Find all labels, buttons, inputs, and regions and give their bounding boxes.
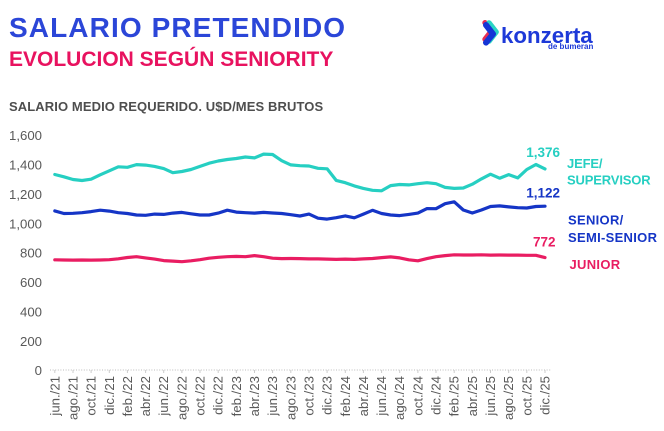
svg-text:oct./25: oct./25 (519, 376, 534, 416)
svg-text:oct./21: oct./21 (84, 376, 99, 416)
svg-text:abr./22: abr./22 (138, 376, 153, 416)
svg-text:ago./21: ago./21 (66, 376, 81, 420)
svg-text:772: 772 (533, 235, 556, 250)
svg-text:SENIOR/: SENIOR/ (568, 213, 624, 228)
svg-text:dic./21: dic./21 (102, 376, 117, 415)
svg-text:ago./24: ago./24 (392, 376, 407, 420)
svg-text:dic./22: dic./22 (211, 376, 226, 415)
svg-text:200: 200 (20, 334, 42, 349)
svg-text:ago./23: ago./23 (283, 376, 298, 420)
svg-text:1,122: 1,122 (526, 186, 560, 201)
svg-text:1,400: 1,400 (9, 158, 42, 173)
svg-text:jun./22: jun./22 (156, 376, 171, 417)
svg-text:oct./24: oct./24 (410, 376, 425, 416)
svg-text:oct./22: oct./22 (193, 376, 208, 416)
svg-text:1,600: 1,600 (9, 128, 42, 143)
svg-text:feb./25: feb./25 (447, 376, 462, 416)
svg-text:1,376: 1,376 (526, 145, 560, 160)
svg-text:400: 400 (20, 304, 42, 319)
svg-text:ago./25: ago./25 (501, 376, 516, 420)
svg-text:abr./24: abr./24 (356, 376, 371, 416)
svg-text:jun./24: jun./24 (374, 376, 389, 417)
svg-text:0: 0 (35, 363, 42, 378)
svg-text:oct./23: oct./23 (302, 376, 317, 416)
svg-text:800: 800 (20, 246, 42, 261)
svg-text:feb./22: feb./22 (120, 376, 135, 416)
svg-text:feb./24: feb./24 (338, 376, 353, 416)
svg-text:1,000: 1,000 (9, 216, 42, 231)
svg-text:feb./23: feb./23 (229, 376, 244, 416)
svg-text:1,200: 1,200 (9, 187, 42, 202)
svg-text:JUNIOR: JUNIOR (570, 257, 621, 272)
svg-text:dic./24: dic./24 (429, 376, 444, 415)
svg-text:JEFE/: JEFE/ (567, 156, 603, 171)
svg-text:jun./21: jun./21 (47, 376, 62, 417)
svg-text:ago./22: ago./22 (174, 376, 189, 420)
svg-text:abr./25: abr./25 (465, 376, 480, 416)
svg-text:dic./23: dic./23 (320, 376, 335, 415)
svg-text:SEMI-SENIOR: SEMI-SENIOR (568, 230, 658, 245)
svg-text:abr./23: abr./23 (247, 376, 262, 416)
svg-text:SUPERVISOR: SUPERVISOR (567, 173, 651, 188)
svg-text:jun./23: jun./23 (265, 376, 280, 417)
svg-text:600: 600 (20, 275, 42, 290)
svg-text:dic./25: dic./25 (538, 376, 553, 415)
svg-text:jun./25: jun./25 (483, 376, 498, 417)
